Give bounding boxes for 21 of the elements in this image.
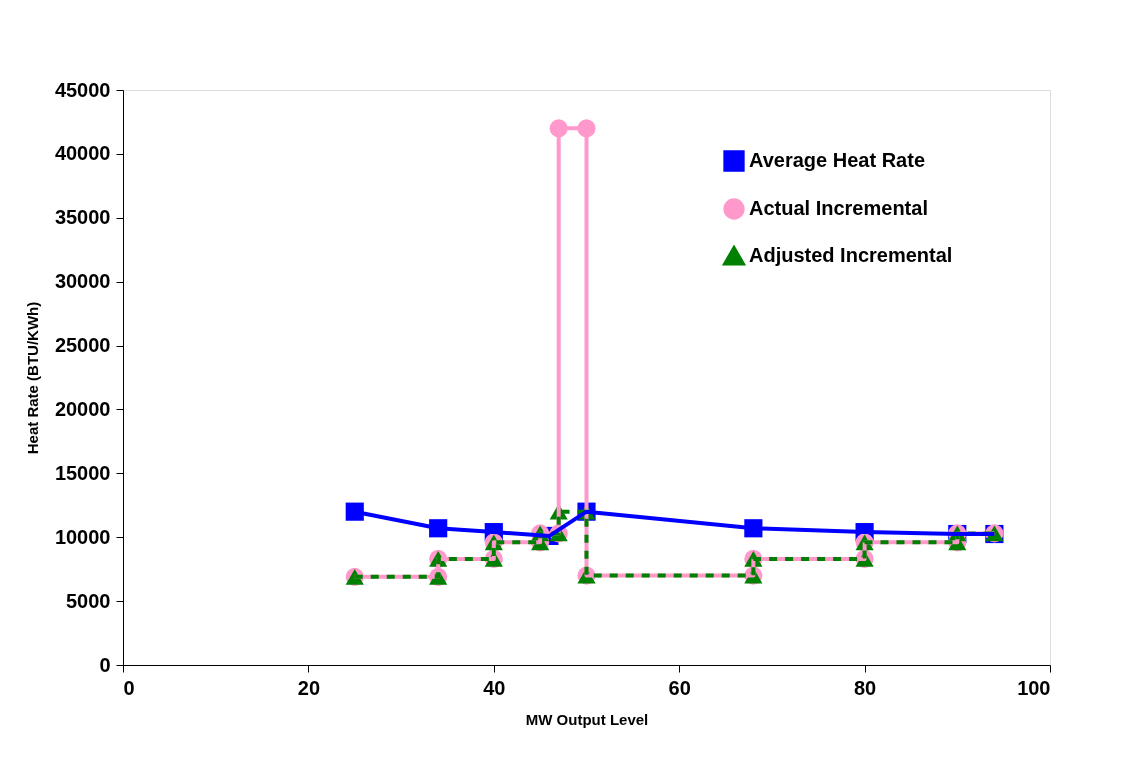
x-tick-label: 100 [1017, 676, 1051, 699]
x-tick-label: 40 [483, 676, 506, 699]
legend-label: Actual Incremental [749, 197, 928, 219]
y-tick-label: 45000 [54, 78, 111, 101]
y-tick-label: 35000 [54, 206, 111, 229]
x-tick-label: 80 [853, 676, 877, 699]
y-tick-label: 15000 [54, 461, 111, 484]
x-tick-label: 20 [297, 676, 321, 699]
y-tick-label: 0 [99, 653, 111, 676]
y-tick-label: 25000 [54, 334, 111, 357]
legend-label: Average Heat Rate [749, 149, 926, 171]
x-axis-title: MW Output Level [525, 710, 649, 728]
y-axis-title: Heat Rate (BTU/KWh) [23, 301, 41, 455]
y-tick-label: 20000 [54, 397, 111, 420]
legend-label: Adjusted Incremental [749, 244, 953, 266]
y-tick-label: 5000 [66, 589, 111, 612]
x-tick-label: 60 [668, 676, 691, 699]
y-tick-label: 40000 [54, 142, 111, 165]
x-tick-label: 0 [123, 676, 135, 699]
y-tick-label: 10000 [54, 525, 111, 548]
y-tick-label: 30000 [54, 270, 111, 293]
